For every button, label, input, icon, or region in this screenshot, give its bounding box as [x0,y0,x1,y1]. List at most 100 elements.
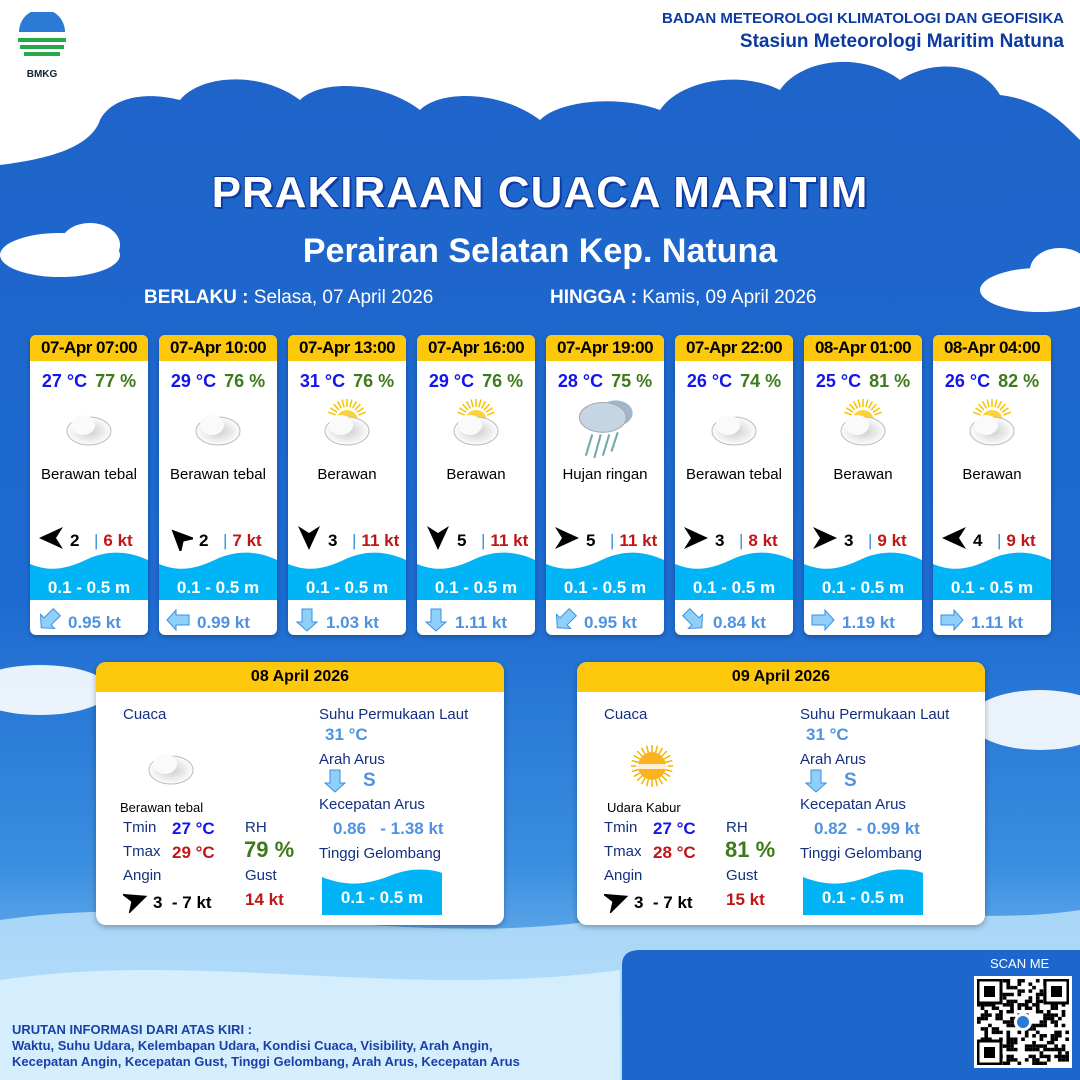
wave-height: 0.1 - 0.5 m [176,578,260,597]
tmin-label: Tmin [604,819,638,836]
wind-direction-icon [812,525,838,556]
weather-label: Cuaca [123,706,167,723]
wave-graphic [159,552,277,600]
weather-condition: Berawan [317,466,377,483]
wind-direction-icon [554,525,580,556]
current-dir-label: Arah Arus [319,751,385,768]
temperature: 28 °C [557,371,604,391]
current-direction-icon [423,607,449,635]
wave-graphic [675,552,793,600]
current-speed: 0.84 kt [713,612,766,632]
wind-direction-icon [296,525,322,556]
tmin-label: Tmin [123,819,157,836]
qr-code[interactable] [974,976,1072,1068]
wind-speed: 4 [973,530,983,550]
forecast-time: 07-Apr 19:00 [546,335,664,361]
humidity: 75 % [611,371,653,391]
wind-speed: 5 [586,530,596,550]
forecast-card: 07-Apr 19:00 28 °C 75 % Hujan ringan 5 | 11… [546,335,664,635]
current-speed-value: 0.86 - 1.38 kt [333,819,444,838]
current-speed: 1.11 kt [971,612,1023,632]
current-direction-icon [803,768,829,798]
wind-direction-icon [601,887,630,918]
sun-cloud-icon [933,392,1051,462]
temperature: 26 °C [686,371,733,391]
tmax-value: 28 °C [653,843,696,862]
current-speed: 1.11 kt [455,612,507,632]
humidity: 81 % [869,371,911,391]
gust-speed: 7 kt [232,530,262,550]
daily-wind: 3 - 7 kt [153,892,212,912]
rh-value: 81 % [725,837,776,862]
rh-value: 79 % [244,837,295,862]
overcast-cloud-icon [159,392,277,462]
wind-direction-icon [683,525,709,556]
wave-label: Tinggi Gelombang [800,845,923,862]
bmkg-logo: BMKG [14,9,70,80]
tmax-label: Tmax [604,843,642,860]
wind-direction-icon [941,525,967,556]
wind-speed: 3 [844,530,854,550]
forecast-card: 07-Apr 22:00 26 °C 74 % Berawan tebal 3 | 8… [675,335,793,635]
overcast-cloud-icon [141,736,201,800]
gust-speed: 11 kt [490,530,529,550]
forecast-time: 07-Apr 13:00 [288,335,406,361]
temperature: 26 °C [944,371,991,391]
weather-label: Cuaca [604,706,648,723]
current-direction-icon [322,768,348,798]
scan-me-label: SCAN ME [990,956,1050,971]
wind-direction-icon [38,525,64,556]
sst-value: 31 °C [325,725,368,744]
footer-line: URUTAN INFORMASI DARI ATAS KIRI : [12,1022,252,1037]
wave-graphic [30,552,148,600]
gust-label: Gust [726,867,758,884]
daily-summary-panel: 09 April 2026 Cuaca Udara Kabur Tmin 27 … [577,662,985,925]
forecast-time: 07-Apr 10:00 [159,335,277,361]
current-direction-icon [294,607,320,635]
current-dir-value: S [844,770,857,791]
overcast-cloud-icon [675,392,793,462]
current-speed-label: Kecepatan Arus [319,796,425,813]
wave-graphic [546,552,664,600]
wave-label: Tinggi Gelombang [319,845,442,862]
humidity: 74 % [740,371,782,391]
footer-line: Kecepatan Angin, Kecepatan Gust, Tinggi … [12,1054,520,1069]
wave-height: 0.1 - 0.5 m [305,578,389,597]
current-speed-value: 0.82 - 0.99 kt [814,819,920,838]
page-subtitle: Perairan Selatan Kep. Natuna [302,232,778,270]
forecast-time: 07-Apr 22:00 [675,335,793,361]
logo-text: BMKG [26,69,58,80]
wave-height: 0.1 - 0.5 m [821,888,905,907]
gust-speed: 9 kt [877,530,907,550]
wave-graphic [322,869,442,915]
wind-label: Angin [123,867,162,884]
weather-condition: Berawan tebal [686,466,782,483]
sst-value: 31 °C [806,725,849,744]
current-dir-value: S [363,770,376,791]
gust-speed: 9 kt [1006,530,1036,550]
footer-legend: URUTAN INFORMASI DARI ATAS KIRI : Waktu,… [12,1022,520,1070]
wind-speed: 3 [715,530,725,550]
footer-line: Waktu, Suhu Udara, Kelembapan Udara, Kon… [12,1038,493,1053]
daily-date: 08 April 2026 [96,662,504,692]
forecast-card: 08-Apr 01:00 25 °C 81 % Berawan 3 | 9 kt 0.… [804,335,922,635]
wave-height: 0.1 - 0.5 m [434,578,518,597]
current-speed: 0.99 kt [197,612,250,632]
current-direction-icon [681,607,707,635]
wave-height: 0.1 - 0.5 m [47,578,131,597]
wind-label: Angin [604,867,643,884]
humidity: 77 % [95,371,137,391]
weather-condition: Hujan ringan [562,466,648,483]
current-speed: 1.03 kt [326,612,379,632]
daily-summary-panel: 08 April 2026 Cuaca Berawan tebal Tmin 2… [96,662,504,925]
wave-graphic [417,552,535,600]
wind-speed: 2 [199,530,209,550]
current-speed-label: Kecepatan Arus [800,796,906,813]
daily-weather: Berawan tebal [120,800,204,815]
valid-from-label: BERLAKU : [144,287,249,308]
humidity: 76 % [482,371,524,391]
valid-to: HINGGA : Kamis, 09 April 2026 [550,287,816,309]
daily-weather: Udara Kabur [607,800,681,815]
weather-condition: Berawan [446,466,506,483]
wave-height: 0.1 - 0.5 m [692,578,776,597]
